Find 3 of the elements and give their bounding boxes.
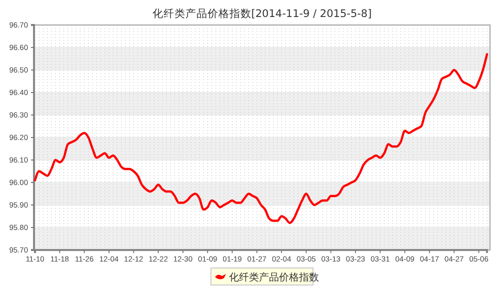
chart-title: 化纤类产品价格指数[2014-11-9 / 2015-5-8] [152, 7, 372, 20]
line-series [34, 53, 488, 224]
legend-label: 化纤类产品价格指数 [229, 272, 319, 284]
